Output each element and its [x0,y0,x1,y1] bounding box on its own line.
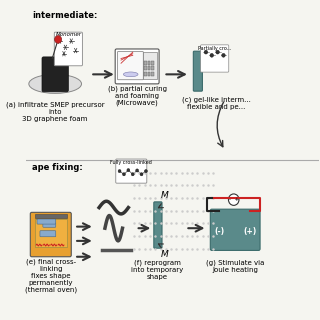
FancyBboxPatch shape [117,52,143,80]
FancyBboxPatch shape [210,209,260,251]
FancyBboxPatch shape [116,159,147,183]
Bar [144,61,147,65]
Circle shape [140,173,143,176]
FancyBboxPatch shape [54,32,82,66]
Bar [35,219,67,247]
Text: Monomer: Monomer [55,32,81,36]
Ellipse shape [29,74,82,93]
Bar [143,52,157,79]
Circle shape [204,50,208,54]
Bar [148,72,150,76]
Circle shape [210,53,213,57]
Bar [144,67,147,70]
Bar [35,214,67,218]
Bar [151,72,154,76]
Circle shape [131,173,134,176]
Text: (-): (-) [214,227,224,236]
FancyBboxPatch shape [154,202,162,248]
Text: M: M [161,251,169,260]
Text: (g) Stimulate via
Joule heating: (g) Stimulate via Joule heating [206,260,264,273]
FancyBboxPatch shape [40,231,56,237]
FancyBboxPatch shape [115,49,159,84]
Text: -  +: - + [228,197,239,202]
Bar [151,61,154,65]
Text: Partially cro...: Partially cro... [198,46,231,51]
Text: (b) partial curing
and foaming
(Microwave): (b) partial curing and foaming (Microwav… [108,85,167,107]
Circle shape [55,36,62,43]
Bar [148,67,150,70]
Bar [148,61,150,65]
FancyBboxPatch shape [42,57,68,92]
Text: (f) reprogram
into temporary
shape: (f) reprogram into temporary shape [132,260,184,280]
Circle shape [144,170,148,173]
Text: ape fixing:: ape fixing: [32,163,83,172]
Text: Fully cross-linked: Fully cross-linked [110,160,152,165]
Text: (+): (+) [243,227,256,236]
FancyBboxPatch shape [201,45,229,72]
Circle shape [228,194,239,205]
Text: (e) final cross-
linking
fixes shape
permanently
(thermal oven): (e) final cross- linking fixes shape per… [25,258,77,293]
Circle shape [136,169,139,172]
FancyBboxPatch shape [37,219,56,224]
FancyBboxPatch shape [43,223,56,227]
Circle shape [118,170,121,173]
FancyBboxPatch shape [30,212,71,257]
Circle shape [127,169,130,172]
Circle shape [216,50,220,54]
Ellipse shape [124,72,138,77]
Circle shape [123,173,125,176]
Text: (c) gel-like interm...
flexible and pe...: (c) gel-like interm... flexible and pe..… [182,97,251,110]
Bar [151,67,154,70]
FancyBboxPatch shape [193,51,203,91]
Text: intermediate:: intermediate: [32,11,97,20]
Circle shape [222,53,225,57]
Text: M: M [161,191,169,200]
Text: (a) infiltrate SMEP precursor
into
3D graphene foam: (a) infiltrate SMEP precursor into 3D gr… [6,101,105,122]
Bar [144,72,147,76]
